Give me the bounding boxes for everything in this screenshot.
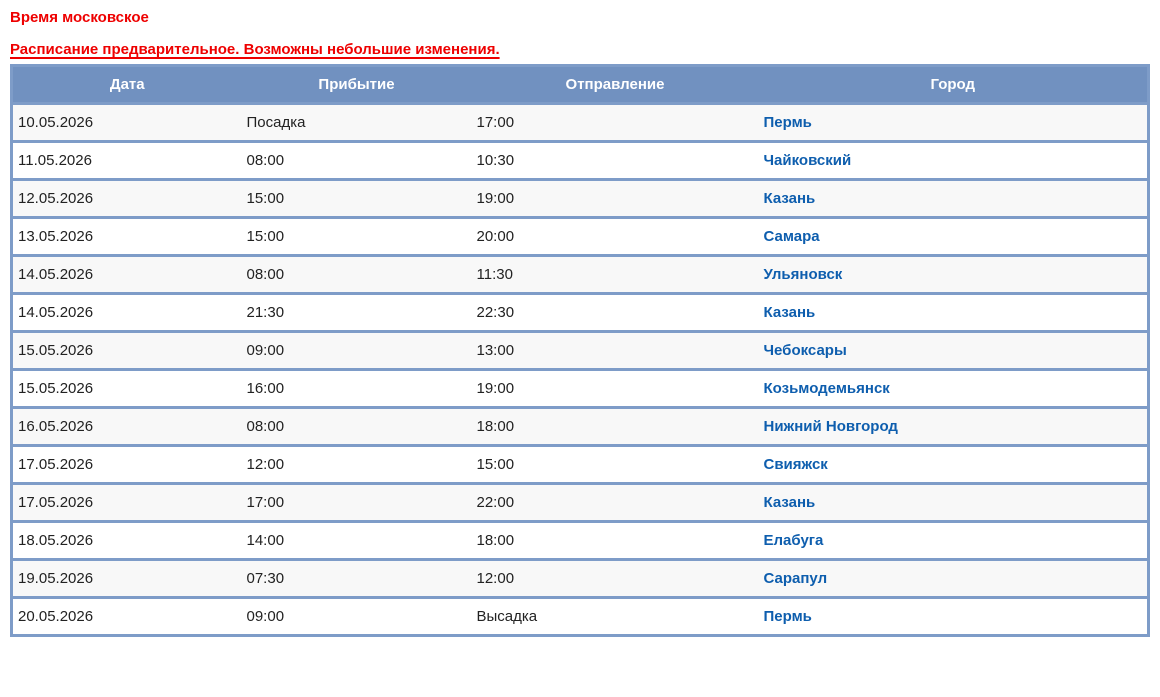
schedule-table: Дата Прибытие Отправление Город 10.05.20…: [10, 64, 1150, 637]
arrival-cell: 15:00: [246, 190, 285, 207]
schedule-table-body: 10.05.2026 Посадка 17:00 Пермь 11.05.202…: [11, 103, 1149, 636]
date-cell: 14.05.2026: [18, 304, 94, 321]
city-cell: Чебоксары: [759, 332, 1149, 370]
column-header-departure: Отправление: [471, 65, 759, 104]
arrival-cell: 09:00: [246, 608, 285, 625]
schedule-table-header: Дата Прибытие Отправление Город: [11, 65, 1149, 104]
city-link[interactable]: Ульяновск: [763, 266, 843, 283]
city-link[interactable]: Самара: [763, 228, 820, 245]
city-cell: Елабуга: [759, 522, 1149, 560]
arrival-cell: 08:00: [246, 418, 285, 435]
table-row: 17.05.2026 12:00 15:00 Свияжск: [11, 445, 1149, 484]
city-cell: Самара: [759, 218, 1149, 256]
departure-cell: 11:30: [476, 266, 513, 283]
date-cell: 14.05.2026: [18, 266, 94, 283]
date-cell: 19.05.2026: [18, 570, 94, 587]
departure-cell: 19:00: [476, 190, 515, 207]
city-link[interactable]: Казань: [763, 304, 816, 321]
city-cell: Пермь: [759, 598, 1149, 636]
city-cell: Ульяновск: [759, 256, 1149, 294]
city-cell: Козьмодемьянск: [759, 370, 1149, 408]
city-link[interactable]: Чебоксары: [763, 342, 847, 359]
date-cell: 13.05.2026: [18, 228, 94, 245]
table-row: 15.05.2026 09:00 13:00 Чебоксары: [11, 331, 1149, 370]
arrival-cell: 08:00: [246, 152, 285, 169]
city-link[interactable]: Нижний Новгород: [763, 418, 898, 435]
preliminary-schedule-notice: Расписание предварительное. Возможны неб…: [10, 41, 500, 58]
departure-cell: 18:00: [476, 532, 515, 549]
departure-cell: 22:00: [476, 494, 515, 511]
arrival-cell: 09:00: [246, 342, 285, 359]
arrival-cell: 07:30: [246, 570, 285, 587]
departure-cell: 17:00: [476, 114, 515, 131]
city-cell: Чайковский: [759, 142, 1149, 180]
departure-cell: 12:00: [476, 570, 515, 587]
departure-cell: Высадка: [476, 608, 538, 625]
date-cell: 20.05.2026: [18, 608, 94, 625]
table-row: 14.05.2026 21:30 22:30 Казань: [11, 293, 1149, 332]
city-cell: Свияжск: [759, 446, 1149, 484]
table-row: 10.05.2026 Посадка 17:00 Пермь: [11, 103, 1149, 142]
city-link[interactable]: Сарапул: [763, 570, 828, 587]
departure-cell: 18:00: [476, 418, 515, 435]
city-cell: Нижний Новгород: [759, 408, 1149, 446]
arrival-cell: 08:00: [246, 266, 285, 283]
arrival-cell: 21:30: [246, 304, 285, 321]
date-cell: 11.05.2026: [18, 152, 92, 169]
city-link[interactable]: Казань: [763, 494, 816, 511]
arrival-cell: 14:00: [246, 532, 285, 549]
column-header-date: Дата: [11, 65, 242, 104]
city-cell: Пермь: [759, 104, 1149, 142]
date-cell: 18.05.2026: [18, 532, 94, 549]
arrival-cell: 16:00: [246, 380, 285, 397]
departure-cell: 22:30: [476, 304, 515, 321]
date-cell: 10.05.2026: [18, 114, 94, 131]
city-cell: Казань: [759, 484, 1149, 522]
departure-cell: 10:30: [476, 152, 515, 169]
departure-cell: 13:00: [476, 342, 515, 359]
city-link[interactable]: Казань: [763, 190, 816, 207]
date-cell: 15.05.2026: [18, 380, 94, 397]
date-cell: 17.05.2026: [18, 494, 94, 511]
city-link[interactable]: Пермь: [763, 114, 812, 131]
table-row: 14.05.2026 08:00 11:30 Ульяновск: [11, 255, 1149, 294]
table-row: 15.05.2026 16:00 19:00 Козьмодемьянск: [11, 369, 1149, 408]
table-row: 18.05.2026 14:00 18:00 Елабуга: [11, 521, 1149, 560]
city-link[interactable]: Пермь: [763, 608, 812, 625]
city-link[interactable]: Чайковский: [763, 152, 852, 169]
arrival-cell: 12:00: [246, 456, 285, 473]
table-row: 16.05.2026 08:00 18:00 Нижний Новгород: [11, 407, 1149, 446]
city-link[interactable]: Свияжск: [763, 456, 828, 473]
arrival-cell: Посадка: [246, 114, 306, 131]
column-header-city: Город: [758, 65, 1149, 104]
table-row: 12.05.2026 15:00 19:00 Казань: [11, 179, 1149, 218]
city-cell: Сарапул: [759, 560, 1149, 598]
table-row: 19.05.2026 07:30 12:00 Сарапул: [11, 559, 1149, 598]
departure-cell: 19:00: [476, 380, 515, 397]
departure-cell: 15:00: [476, 456, 515, 473]
departure-cell: 20:00: [476, 228, 515, 245]
arrival-cell: 15:00: [246, 228, 285, 245]
date-cell: 12.05.2026: [18, 190, 94, 207]
city-link[interactable]: Козьмодемьянск: [763, 380, 890, 397]
column-header-arrival: Прибытие: [241, 65, 472, 104]
table-row: 11.05.2026 08:00 10:30 Чайковский: [11, 141, 1149, 180]
city-cell: Казань: [759, 294, 1149, 332]
table-row: 20.05.2026 09:00 Высадка Пермь: [11, 597, 1149, 636]
table-row: 13.05.2026 15:00 20:00 Самара: [11, 217, 1149, 256]
date-cell: 16.05.2026: [18, 418, 94, 435]
date-cell: 15.05.2026: [18, 342, 94, 359]
city-cell: Казань: [759, 180, 1149, 218]
timezone-notice: Время московское: [10, 9, 149, 26]
table-row: 17.05.2026 17:00 22:00 Казань: [11, 483, 1149, 522]
city-link[interactable]: Елабуга: [763, 532, 824, 549]
arrival-cell: 17:00: [246, 494, 285, 511]
date-cell: 17.05.2026: [18, 456, 94, 473]
